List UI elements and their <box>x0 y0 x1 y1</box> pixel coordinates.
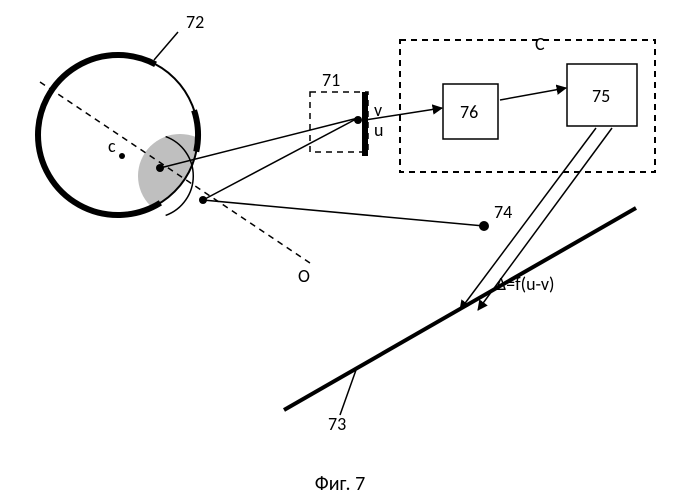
ray-u <box>203 118 358 200</box>
label-c: c <box>108 135 116 157</box>
label-71: 71 <box>322 69 340 91</box>
eye-ring <box>194 110 198 151</box>
point-axis_on_eye <box>156 164 164 172</box>
figure-caption: Фиг. 7 <box>315 472 365 496</box>
eye-ring <box>38 55 156 135</box>
sensor-plate <box>362 92 368 156</box>
ray-eye-to-surface <box>203 200 484 226</box>
label-73: 73 <box>328 413 346 435</box>
label-u: u <box>374 119 383 141</box>
arrow-76-to-75 <box>500 88 566 100</box>
point-cornea_tip <box>199 196 207 204</box>
label-74: 74 <box>494 201 512 223</box>
label-v: v <box>374 99 382 121</box>
label-75: 75 <box>592 85 610 107</box>
label-76: 76 <box>460 101 478 123</box>
leader-72 <box>154 32 178 60</box>
label-C: C <box>535 33 545 55</box>
label-delta: Δ=f(u-v) <box>496 273 554 295</box>
point-surface_pt74 <box>479 221 489 231</box>
label-O: O <box>298 265 310 287</box>
point-sensor_dot <box>354 116 362 124</box>
point-c <box>119 153 125 159</box>
label-72: 72 <box>186 11 204 33</box>
controller-box <box>400 40 655 172</box>
